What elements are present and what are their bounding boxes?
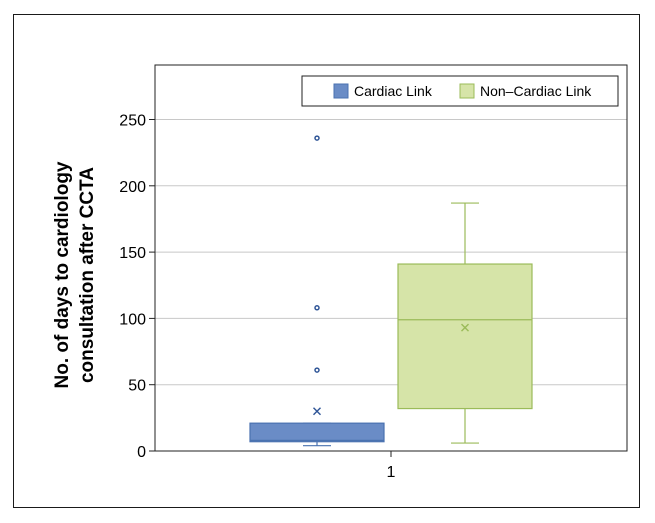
mean-marker	[313, 407, 321, 416]
y-tick-label: 150	[119, 245, 146, 262]
y-axis-title-line-2: consultation after CCTA	[77, 167, 98, 383]
axes: 0 50 100 150 200 250 1	[119, 64, 628, 481]
box-series	[249, 135, 533, 447]
outlier-point	[314, 305, 320, 311]
iqr-box	[397, 263, 533, 410]
box-cardiac-link	[249, 135, 385, 447]
y-tick-label: 250	[119, 113, 146, 130]
y-tick-label: 50	[128, 378, 146, 395]
y-tick-label: 0	[137, 444, 146, 461]
gridlines	[155, 119, 627, 386]
mean-marker	[461, 323, 469, 332]
x-tick-label: 1	[387, 464, 396, 481]
box-non-cardiac-link	[397, 202, 533, 444]
outlier-point	[314, 135, 320, 141]
y-axis-title-line-1: No. of days to cardiology	[52, 161, 73, 388]
legend-swatch	[333, 83, 349, 99]
legend-swatch	[459, 83, 475, 99]
y-tick-label: 200	[119, 179, 146, 196]
legend: Cardiac Link Non–Cardiac Link	[301, 75, 619, 107]
box-plot-chart: 0 50 100 150 200 250 1 Cardiac Link Non–Cardiac…	[52, 64, 628, 481]
legend-label: Non–Cardiac Link	[480, 83, 592, 99]
iqr-box	[249, 422, 385, 443]
plot-area-border	[154, 64, 628, 452]
outlier-point	[314, 367, 320, 373]
chart-frame: 0 50 100 150 200 250 1 Cardiac Link Non–Cardiac…	[13, 14, 640, 508]
legend-label: Cardiac Link	[354, 83, 433, 99]
y-tick-label: 100	[119, 311, 146, 328]
